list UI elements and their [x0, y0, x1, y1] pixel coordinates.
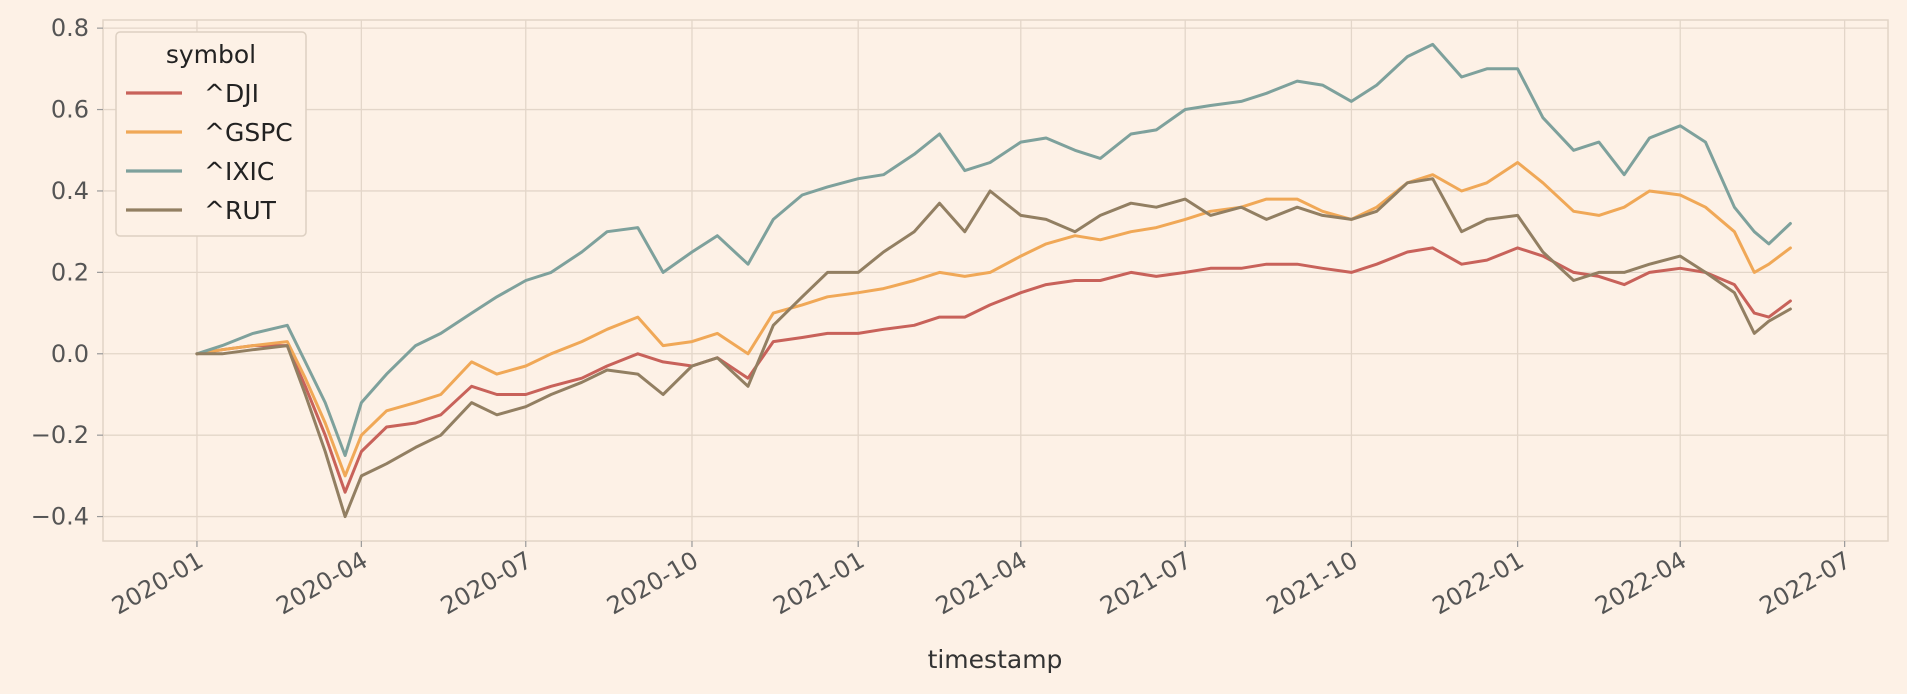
x-tick-label: 2021-04 — [931, 546, 1032, 620]
y-tick-label: −0.4 — [31, 503, 89, 531]
x-tick-label: 2020-04 — [272, 546, 373, 620]
y-tick-label: −0.2 — [31, 421, 89, 449]
legend-items: ^DJI ^GSPC ^IXIC ^RUT — [126, 79, 293, 225]
x-tick-label: 2022-07 — [1755, 546, 1856, 620]
y-tick-label: 0.6 — [51, 96, 89, 124]
legend-label: ^RUT — [204, 196, 277, 225]
legend-box — [115, 31, 307, 237]
legend-label: ^DJI — [204, 79, 259, 108]
series-line-ixic — [195, 42, 1792, 457]
series-lines — [195, 42, 1792, 519]
series-line-dji — [195, 246, 1792, 494]
legend: symbol ^DJI ^GSPC ^IXIC ^RUT — [115, 31, 307, 237]
series-line-gspc — [195, 161, 1792, 478]
plot-area — [102, 19, 1889, 542]
y-tick-label: 0.8 — [51, 14, 89, 42]
x-tick-label: 2020-10 — [602, 546, 703, 620]
legend-title: symbol — [166, 40, 256, 69]
legend-label: ^IXIC — [204, 157, 274, 186]
x-axis-ticks: 2020-01 2020-04 2020-07 2020-10 2021-01 2021-… — [107, 541, 1856, 620]
x-tick-label: 2021-07 — [1095, 546, 1196, 620]
y-tick-label: 0.0 — [51, 340, 89, 368]
legend-label: ^GSPC — [204, 118, 293, 147]
y-axis-ticks: −0.4 −0.2 0.0 0.2 0.4 0.6 0.8 — [31, 14, 103, 531]
y-tick-label: 0.2 — [51, 258, 89, 286]
x-tick-label: 2020-01 — [107, 546, 208, 620]
y-tick-label: 0.4 — [51, 177, 89, 205]
x-tick-label: 2020-07 — [436, 546, 537, 620]
x-tick-label: 2021-01 — [768, 546, 869, 620]
x-tick-label: 2022-04 — [1590, 546, 1691, 620]
x-axis-title: timestamp — [928, 645, 1063, 674]
x-tick-label: 2021-10 — [1262, 546, 1363, 620]
series-line-rut — [195, 177, 1792, 519]
x-tick-label: 2022-01 — [1428, 546, 1529, 620]
grid-lines — [103, 20, 1888, 541]
